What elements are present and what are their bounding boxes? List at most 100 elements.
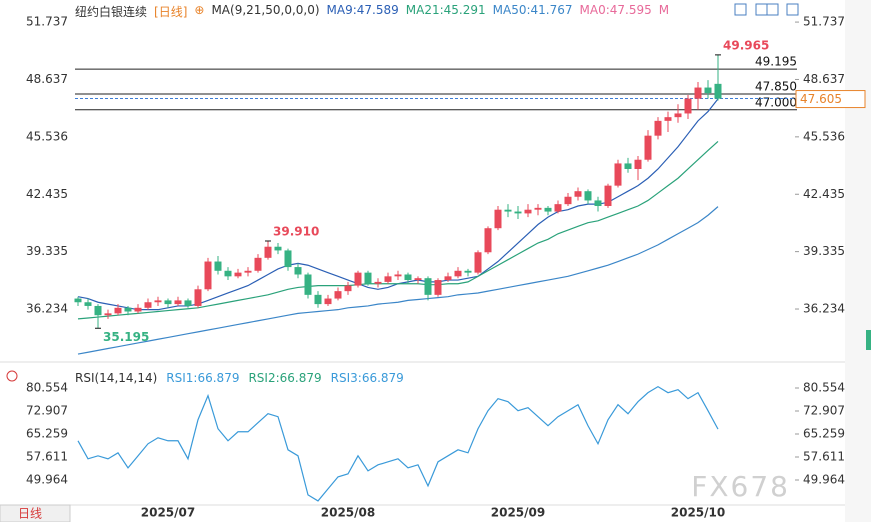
ma-line <box>77 206 719 355</box>
tool-icon[interactable] <box>786 3 799 16</box>
candle-body <box>484 228 492 253</box>
period-tab-label[interactable]: 日线 <box>18 507 42 521</box>
candle-body <box>634 159 642 169</box>
candle-body <box>494 209 502 229</box>
y-tick-label-right: 48.637 <box>803 72 845 86</box>
period-tab[interactable] <box>0 504 71 522</box>
y-tick-label-right: 57.611 <box>803 449 845 463</box>
candle-body <box>474 252 482 273</box>
legend-entry: MA21:45.291 <box>405 3 486 17</box>
period-label: [日线] <box>154 5 188 19</box>
last-price-box <box>795 90 866 109</box>
legend-entry: MA0:47.595 <box>579 3 652 17</box>
candle-body <box>264 246 272 258</box>
circle-icon[interactable]: ⊕ <box>194 3 205 17</box>
candle-body <box>364 272 372 284</box>
candle-body <box>334 291 342 299</box>
legend-entry: RSI1:66.879 <box>166 371 240 385</box>
x-tick-label: 2025/10 <box>671 506 725 520</box>
candle-body <box>174 300 182 305</box>
y-tick-label-right: 51.737 <box>803 15 845 29</box>
candle-body <box>564 196 572 205</box>
price-legend: 纽约白银连续 [日线] ⊕ MA(9,21,50,0,0,0) MA9:47.5… <box>75 3 669 20</box>
legend-entry: RSI3:66.879 <box>330 371 404 385</box>
candle-body <box>344 285 352 292</box>
x-tick-label: 2025/08 <box>321 506 375 520</box>
candle-body <box>184 300 192 306</box>
y-tick-label: 49.964 <box>26 472 68 486</box>
y-tick-label: 65.259 <box>26 426 68 440</box>
settings-icon[interactable] <box>6 370 18 382</box>
annotation-label: 35.195 <box>103 330 149 344</box>
candle-body <box>514 211 522 214</box>
candle-body <box>194 289 202 306</box>
candle-body <box>114 307 122 314</box>
candle-body <box>434 280 442 295</box>
candle-body <box>154 300 162 303</box>
last-price-label: 47.605 <box>800 92 842 106</box>
tool-icon[interactable] <box>734 3 747 16</box>
candle-body <box>674 113 682 118</box>
y-tick-label: 45.536 <box>26 129 68 143</box>
candle-body <box>284 250 292 268</box>
candle-body <box>204 261 212 290</box>
candle-body <box>84 302 92 306</box>
tool-icon[interactable] <box>755 3 768 16</box>
y-tick-label-right: 80.554 <box>803 380 845 394</box>
candle-body <box>654 120 662 136</box>
candle-body <box>104 313 112 316</box>
candle-body <box>354 272 362 286</box>
candle-body <box>544 207 552 212</box>
y-tick-label: 48.637 <box>26 72 68 86</box>
ma-line <box>77 140 719 320</box>
candle-body <box>684 98 692 114</box>
toolbar <box>734 3 799 16</box>
legend-entry: M <box>658 3 670 17</box>
candle-body <box>694 87 702 99</box>
y-tick-label: 51.737 <box>26 15 68 29</box>
legend-entry: MA9:47.589 <box>326 3 399 17</box>
y-tick-label: 39.335 <box>26 244 68 258</box>
y-tick-label-right: 65.259 <box>803 426 845 440</box>
candle-body <box>394 274 402 277</box>
instrument-title: 纽约白银连续 <box>75 5 148 19</box>
candle-body <box>124 307 132 312</box>
level-label: 47.000 <box>755 95 797 109</box>
watermark: FX678 <box>691 470 790 503</box>
y-tick-label: 42.435 <box>26 187 68 201</box>
candle-body <box>594 200 602 207</box>
candle-body <box>374 281 382 284</box>
candle-body <box>614 163 622 186</box>
candle-body <box>524 209 532 214</box>
candle-body <box>164 300 172 305</box>
candle-body <box>664 117 672 121</box>
candle-body <box>584 191 592 201</box>
y-tick-label-right: 42.435 <box>803 187 845 201</box>
level-label: 47.850 <box>755 80 797 94</box>
candle-body <box>254 257 262 271</box>
candle-body <box>74 298 82 303</box>
candle-body <box>384 276 392 282</box>
y-tick-label-right: 36.234 <box>803 302 845 316</box>
candle-body <box>234 272 242 277</box>
candle-body <box>144 302 152 308</box>
tool-icon[interactable] <box>766 3 779 16</box>
candle-body <box>214 261 222 271</box>
side-strip <box>845 0 871 522</box>
candle-body <box>704 87 712 94</box>
candle-body <box>94 305 102 316</box>
y-tick-label: 80.554 <box>26 380 68 394</box>
ma-params: MA(9,21,50,0,0,0) <box>211 3 320 17</box>
y-tick-label-right: 39.335 <box>803 244 845 258</box>
candle-body <box>644 135 652 160</box>
y-tick-label: 72.907 <box>26 403 68 417</box>
y-tick-label-right: 72.907 <box>803 403 845 417</box>
x-tick-label: 2025/07 <box>141 506 195 520</box>
legend-entry: RSI2:66.879 <box>248 371 322 385</box>
annotation-label: 39.910 <box>273 224 319 238</box>
side-marker <box>866 330 871 350</box>
candle-body <box>314 294 322 305</box>
annotation-label: 49.965 <box>723 38 769 52</box>
candle-body <box>324 298 332 305</box>
